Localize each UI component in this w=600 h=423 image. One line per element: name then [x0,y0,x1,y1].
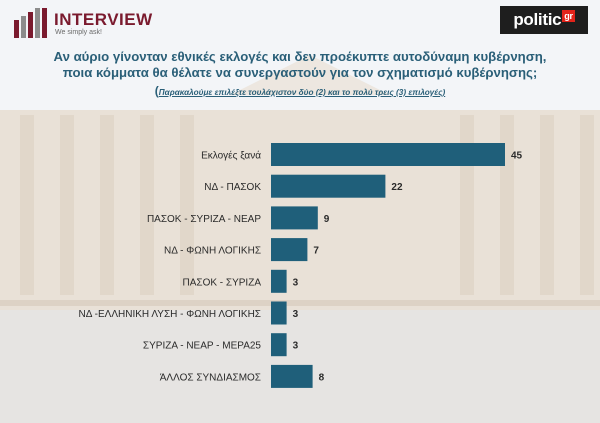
value-label-1: 22 [391,182,403,193]
question-line-2: ποια κόμματα θα θέλατε να συνεργαστούν γ… [62,65,538,80]
category-label-0: Εκλογές ξανά [201,150,261,162]
category-label-2: ΠΑΣΟΚ - ΣΥΡΙΖΑ - ΝΕΑΡ [147,214,261,225]
value-label-5: 3 [293,309,299,320]
bar-6 [271,333,287,357]
value-label-7: 8 [319,372,325,383]
value-label-2: 9 [324,214,330,225]
value-label-3: 7 [313,246,319,257]
bar-1 [271,174,386,198]
category-label-4: ΠΑΣΟΚ - ΣΥΡΙΖΑ [183,277,262,288]
question-line-1: Αν αύριο γίνονταν εθνικές εκλογές και δε… [53,49,547,64]
bar-0 [271,143,505,166]
interview-bars-icon [14,8,47,38]
bar-7 [271,364,313,388]
value-label-6: 3 [293,341,299,352]
politic-logo: politic gr [500,6,588,34]
bar-4 [271,269,287,293]
category-label-5: ΝΔ -ΕΛΛΗΝΙΚΗ ΛΥΣΗ - ΦΩΝΗ ΛΟΓΙΚΗΣ [79,309,261,320]
politic-name: politic [513,10,562,29]
note-text: Παρακαλούμε επιλέξτε τουλάχιστον δύο (2)… [158,88,446,97]
category-label-3: ΝΔ - ΦΩΝΗ ΛΟΓΙΚΗΣ [164,246,261,257]
interview-brand-name: INTERVIEW [54,10,153,29]
bar-3 [271,238,308,262]
value-label-0: 45 [511,151,523,162]
interview-logo: INTERVIEW We simply ask! [12,6,162,40]
value-label-4: 3 [293,277,299,288]
category-label-6: ΣΥΡΙΖΑ - ΝΕΑΡ - ΜΕΡΑ25 [143,341,262,352]
interview-tagline: We simply ask! [55,29,102,36]
bar-2 [271,206,318,230]
note-open-paren: ( [154,84,159,98]
bar-5 [271,301,287,325]
category-label-7: ΆΛΛΟΣ ΣΥΝΔΙΑΣΜΟΣ [160,372,261,383]
politic-gr-badge: gr [562,10,575,22]
question-instruction: (Παρακαλούμε επιλέξτε τουλάχιστον δύο (2… [20,84,580,98]
category-label-1: ΝΔ - ΠΑΣΟΚ [204,182,261,193]
